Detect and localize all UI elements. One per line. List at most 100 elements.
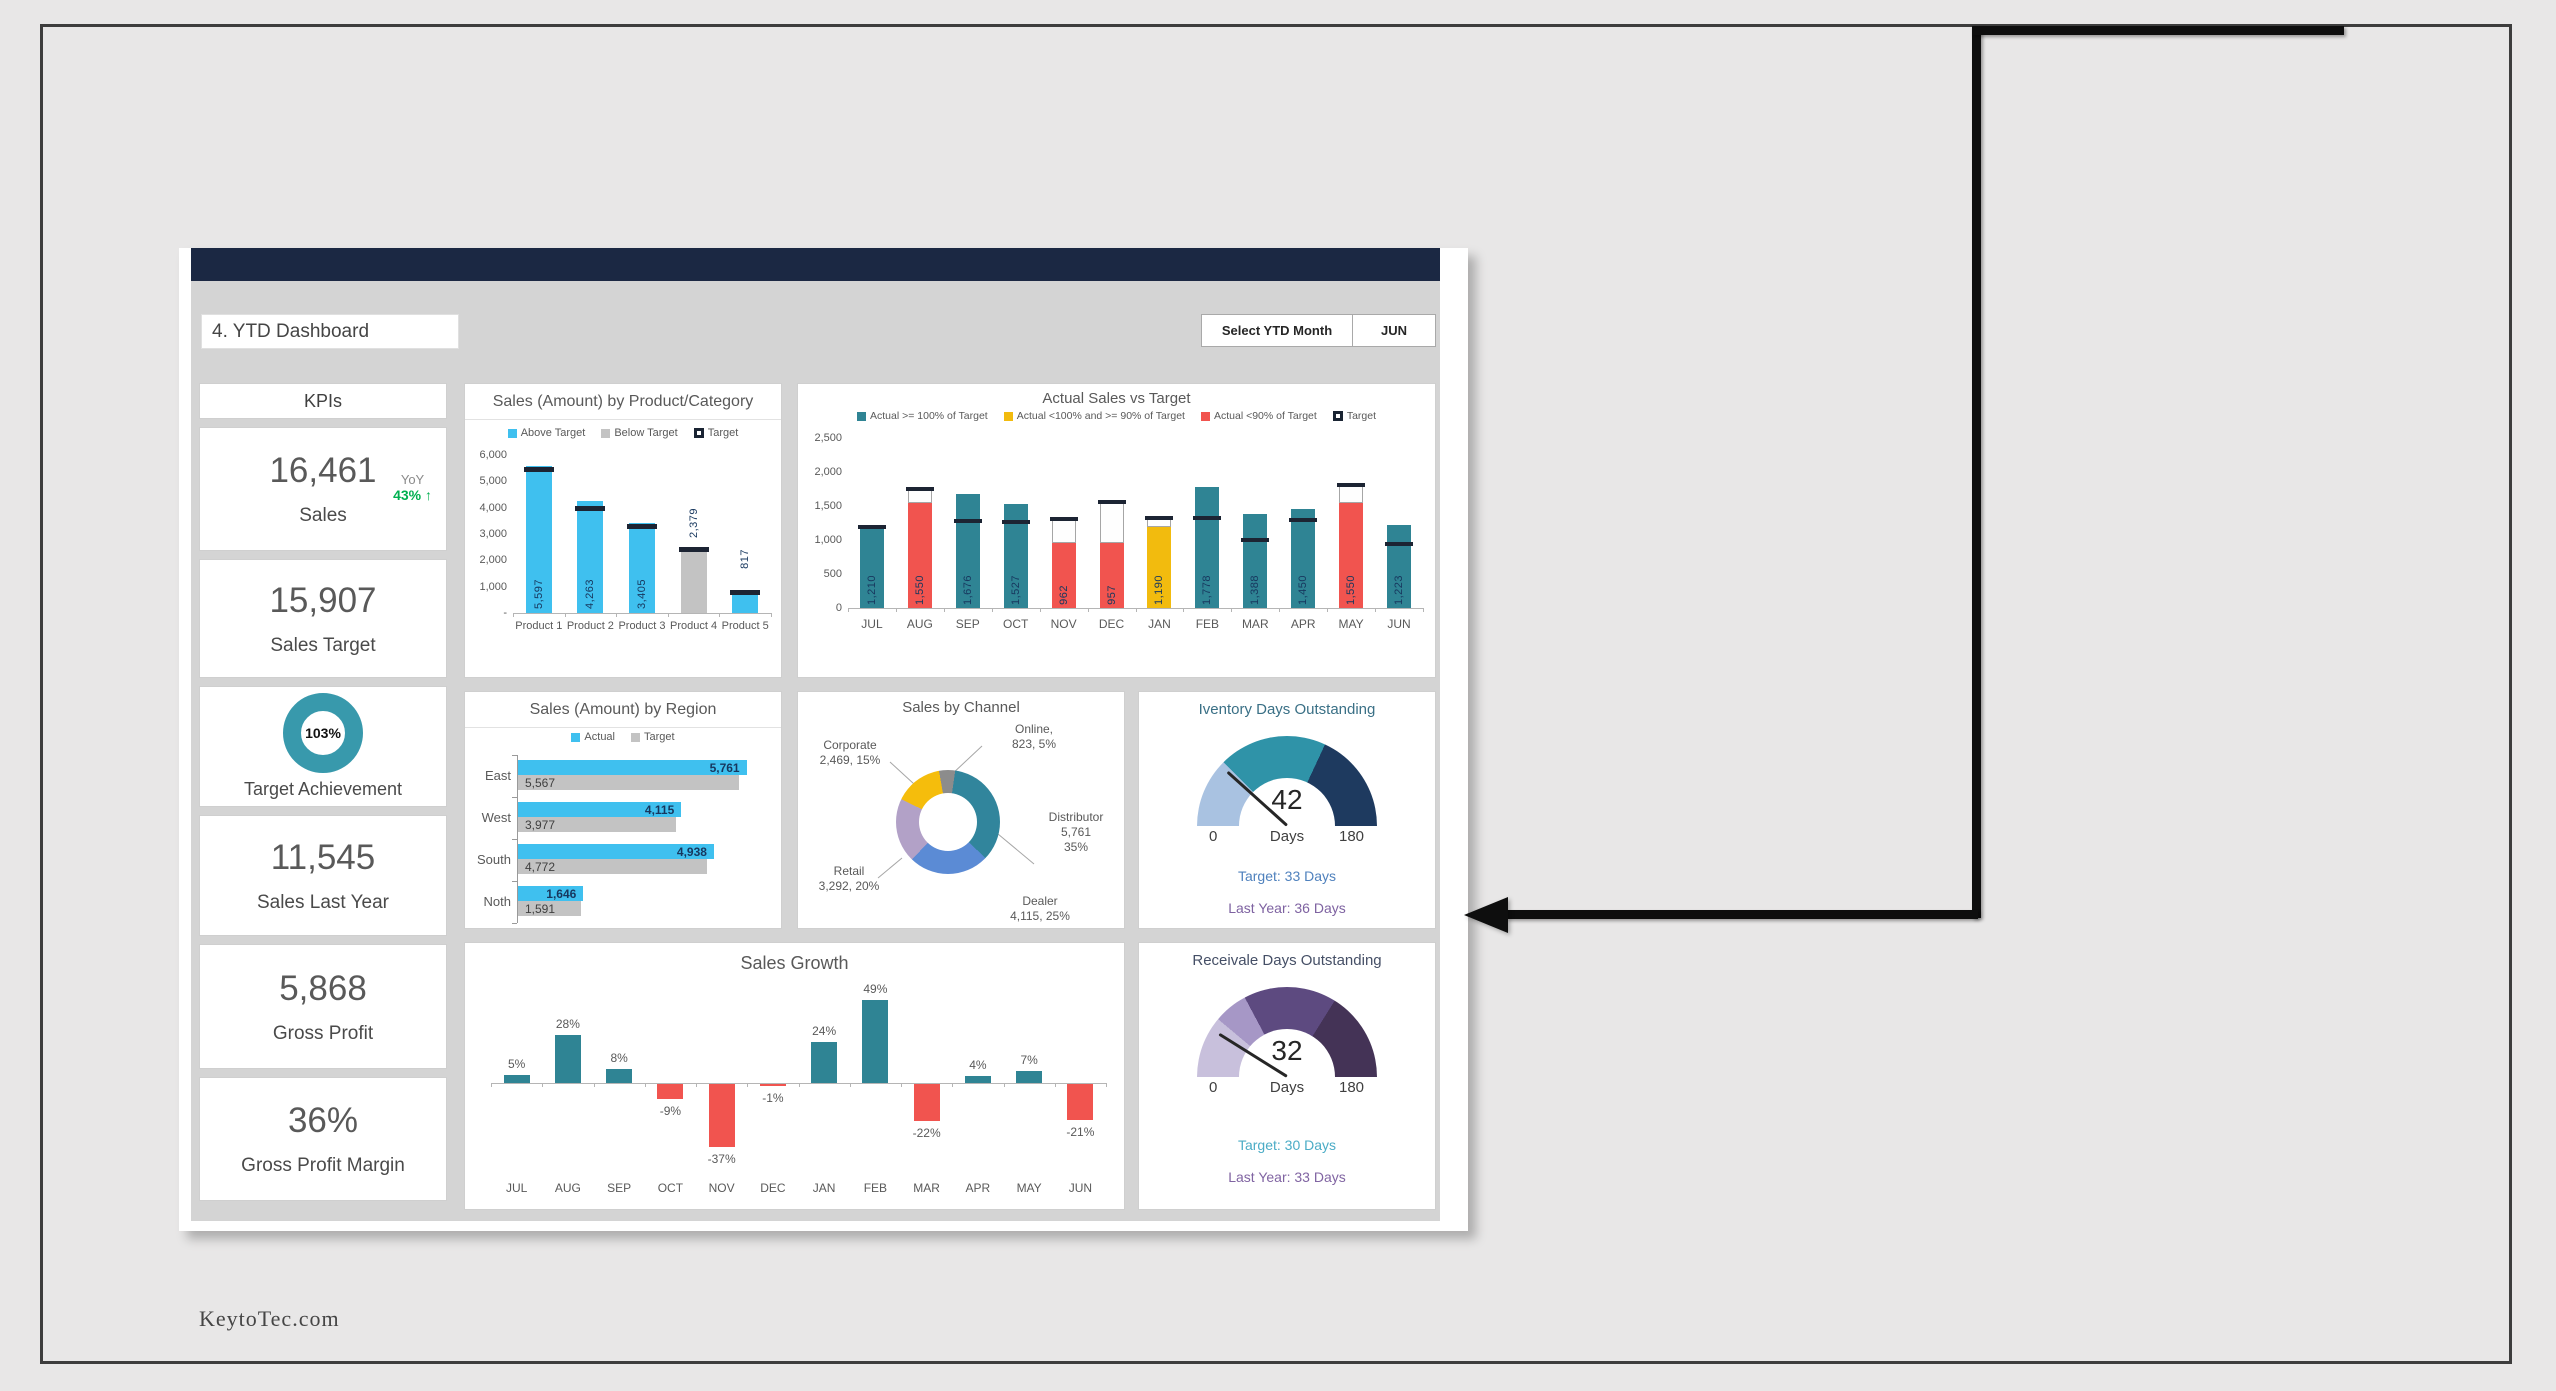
axis-tickmark (1423, 608, 1424, 612)
axis-tickmark (1039, 608, 1041, 612)
yoy-value-up-arrow: 43% ↑ (393, 487, 432, 503)
x-axis-label-sep: SEP (607, 1181, 632, 1195)
axis-tickmark (616, 613, 618, 617)
receivable-days-title: Receivale Days Outstanding (1192, 952, 1382, 969)
axis-tickmark (513, 613, 514, 617)
axis-tickmark (644, 1083, 646, 1087)
channel-donut-hole (919, 793, 977, 851)
bar-value-label: 1,388 (1249, 574, 1262, 605)
x-axis-label-oct: OCT (657, 1181, 684, 1195)
y-axis-tick: 4,000 (479, 501, 507, 514)
legend-swatch (857, 411, 866, 421)
watermark: KeytoTec.com (199, 1306, 340, 1331)
bar-target-south (518, 859, 708, 874)
bar-product-3: 3,405 (629, 523, 655, 613)
x-axis-label-nov: NOV (1050, 617, 1077, 631)
x-axis-label-sep: SEP (955, 617, 980, 631)
bar-value-label: 4,263 (584, 578, 597, 609)
sales-by-region-chart: Actual Target 5,761 5,567 East 4,115 3,977 West… (465, 729, 781, 930)
legend-label: Above Target (520, 427, 586, 439)
top-navy-bar (191, 248, 1440, 281)
legend-label: Actual <100% and >= 90% of Target (1016, 410, 1185, 422)
bar-value-label: 2,379 (687, 508, 700, 539)
bar-oct (657, 1084, 684, 1100)
sales-growth-chart-card: Sales Growth 5% JUL 28% AUG 8% SEP -9% OCT -37% N… (464, 942, 1125, 1210)
bar-value-label: 24% (812, 1024, 837, 1039)
category-label-noth: Noth (483, 894, 511, 909)
kpi-sales-label: Sales (299, 505, 347, 526)
legend-swatch (601, 428, 611, 438)
target-tick-product-2 (575, 506, 606, 512)
bar-value-label: 3,405 (636, 578, 648, 609)
inventory-days-gauge-card: Iventory Days Outstanding Target: 33 Day… (1138, 691, 1436, 929)
kpi-sales-card: 16,461 Sales YoY 43% ↑ (199, 427, 447, 551)
legend-label: Target (707, 427, 739, 439)
x-axis-label-jun: JUN (1387, 617, 1411, 631)
bar-value-label: 7% (1020, 1053, 1038, 1068)
axis-tickmark (1375, 608, 1377, 612)
month-value-button[interactable]: JUN (1353, 314, 1436, 347)
x-axis-line (513, 613, 771, 614)
x-axis-label-may: MAY (1338, 617, 1364, 631)
slice-label-line: Online, (1014, 722, 1054, 736)
receivable-days-gauge: Target: 30 Days Last Year: 33 Days 32 0 Da… (1139, 973, 1435, 1209)
annotation-arrow-top-line (1972, 26, 2344, 35)
bar-target-label: 1,591 (525, 902, 556, 916)
receivable-last-year-text: Last Year: 33 Days (1228, 1169, 1346, 1185)
bar-actual-west (518, 802, 682, 817)
y-axis-tick: - (503, 607, 507, 619)
bar-mar: 1,388 (1243, 513, 1268, 608)
sales-by-channel-chart-card: Sales by Channel Online, 823, 5% Distribut… (797, 691, 1125, 929)
bar-aug (554, 1035, 581, 1083)
slice-label-online: Online, 823, 5% (986, 722, 1082, 752)
bar-target-noth (518, 901, 582, 916)
bar-value-label: 49% (863, 981, 888, 996)
legend-swatch (1200, 411, 1210, 421)
bar-value-label: 1,550 (1345, 574, 1358, 605)
sales-by-region-title: Sales (Amount) by Region (465, 692, 781, 728)
bar-product-5 (732, 591, 759, 613)
kpi-sales-last-year-card: 11,545 Sales Last Year (199, 815, 447, 936)
kpi-gross-profit-margin-value: 36% (287, 1101, 359, 1140)
target-achievement-label: Target Achievement (243, 779, 403, 799)
axis-tickmark (952, 1083, 954, 1087)
target-box-may (1339, 484, 1364, 503)
legend-swatch (693, 428, 704, 438)
bar-target-label: 5,567 (525, 776, 556, 790)
bar-nov: 962 (1051, 542, 1076, 608)
axis-tickmark (667, 613, 669, 617)
x-axis-label-dec: DEC (1098, 617, 1125, 631)
inventory-last-year-text: Last Year: 36 Days (1228, 900, 1346, 916)
legend-item-target: Target (631, 731, 675, 743)
gauge-max-label: 180 (1339, 1079, 1365, 1096)
receivable-days-gauge-card: Receivale Days Outstanding Target: 30 Da… (1138, 942, 1436, 1210)
axis-tickmark (991, 608, 993, 612)
target-tick-may (1337, 482, 1366, 487)
axis-bracket-tick (512, 839, 517, 840)
screenshot-frame-border (40, 24, 2512, 1364)
axis-tickmark (747, 1083, 749, 1087)
bar-feb: 1,778 (1195, 487, 1220, 608)
target-tick-jan (1145, 516, 1174, 521)
bar-target-label: 3,977 (525, 818, 556, 832)
bar-sep (606, 1069, 633, 1083)
kpi-sales-value: 16,461 (269, 451, 377, 490)
slice-label-distributor: Distributor 5,761 35% (1034, 810, 1118, 855)
axis-bracket-tick (512, 923, 517, 924)
bar-actual-label: 5,761 (709, 761, 740, 775)
legend-item-actual-100-and-90-of-target: Actual <100% and >= 90% of Target (1003, 410, 1185, 422)
x-axis-label-aug: AUG (554, 1181, 581, 1195)
select-ytd-month-button[interactable]: Select YTD Month (1201, 314, 1353, 347)
chart-legend: Actual >= 100% of Target Actual <100% and… (798, 410, 1435, 422)
axis-tickmark (771, 613, 772, 617)
target-tick-dec (1097, 500, 1126, 505)
target-tick-apr (1289, 518, 1318, 523)
bar-actual-label: 1,646 (546, 887, 577, 901)
bar-value-label: -22% (912, 1126, 941, 1141)
kpi-gross-profit-label: Gross Profit (272, 1022, 374, 1044)
bar-value-label: -21% (1066, 1124, 1095, 1139)
y-axis-tick: 500 (823, 568, 842, 580)
axis-tickmark (593, 1083, 595, 1087)
bar-value-label: 817 (739, 549, 752, 570)
axis-bracket-tick (512, 755, 517, 756)
